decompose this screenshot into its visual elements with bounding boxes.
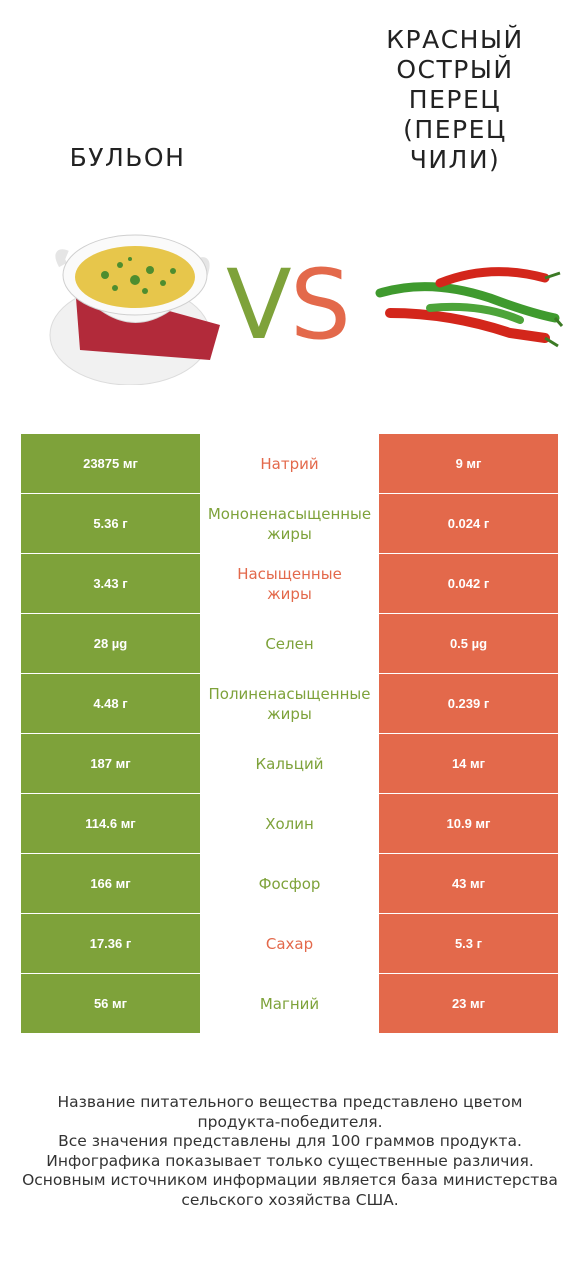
nutrient-name-line: Селен — [265, 634, 314, 653]
nutrient-name-line: Мононенасыщенные — [207, 504, 372, 523]
footer-line: Все значения представлены для 100 граммо… — [58, 1132, 522, 1150]
left-value-cell: 28 µg — [21, 614, 200, 673]
footer-line: Название питательного вещества представл… — [57, 1093, 523, 1111]
nutrient-name-line: жиры — [267, 704, 312, 723]
left-value-cell: 4.48 г — [21, 674, 200, 733]
left-value-cell: 166 мг — [21, 854, 200, 913]
table-row: 114.6 мг Холин 10.9 мг — [21, 794, 558, 853]
nutrient-name-line: Насыщенные — [237, 564, 342, 583]
footer-line: сельского хозяйства США. — [181, 1190, 399, 1209]
right-product-title: КРАСНЫЙ ОСТРЫЙ ПЕРЕЦ (ПЕРЕЦ ЧИЛИ) — [386, 25, 524, 174]
nutrient-name-line: Сахар — [265, 934, 314, 953]
vs-letter-s: S — [290, 249, 351, 361]
left-value-cell: 17.36 г — [21, 914, 200, 973]
nutrient-name-cell: Мононенасыщенные жиры — [200, 494, 379, 553]
table-row: 17.36 г Сахар 5.3 г — [21, 914, 558, 973]
chili-peppers-image — [375, 267, 564, 348]
nutrient-name-line: жиры — [267, 524, 312, 543]
right-value-cell: 0.024 г — [379, 494, 558, 553]
right-value-cell: 23 мг — [379, 974, 558, 1033]
vs-letter-v: V — [226, 249, 292, 361]
broth-bowl-image — [49, 234, 220, 385]
comparison-table: 23875 мг Натрий 9 мг 5.36 г Мононенасыщенные… — [21, 434, 558, 1034]
table-row: 23875 мг Натрий 9 мг — [21, 434, 558, 493]
nutrient-name-cell: Селен — [200, 614, 379, 673]
right-value-cell: 14 мг — [379, 734, 558, 793]
left-value-cell: 56 мг — [21, 974, 200, 1033]
nutrient-name-line: Кальций — [255, 754, 324, 773]
nutrient-name-cell: Холин — [200, 794, 379, 853]
left-product-title: БУЛЬОН — [69, 143, 186, 172]
table-row: 5.36 г Мононенасыщенные жиры 0.024 г — [21, 494, 558, 553]
right-value-cell: 5.3 г — [379, 914, 558, 973]
left-value-cell: 114.6 мг — [21, 794, 200, 853]
nutrient-name-cell: Полиненасыщенные жиры — [200, 674, 379, 733]
left-value-cell: 5.36 г — [21, 494, 200, 553]
footer-line: продукта-победителя. — [197, 1112, 383, 1131]
nutrient-name-cell: Фосфор — [200, 854, 379, 913]
table-row: 3.43 г Насыщенные жиры 0.042 г — [21, 554, 558, 613]
footer-line: Инфографика показывает только существенн… — [46, 1151, 534, 1170]
left-value-cell: 3.43 г — [21, 554, 200, 613]
left-value-cell: 23875 мг — [21, 434, 200, 493]
nutrient-name-cell: Натрий — [200, 434, 379, 493]
right-value-cell: 10.9 мг — [379, 794, 558, 853]
nutrient-name-cell: Кальций — [200, 734, 379, 793]
right-value-cell: 0.042 г — [379, 554, 558, 613]
nutrient-name-line: жиры — [267, 584, 312, 603]
table-row: 166 мг Фосфор 43 мг — [21, 854, 558, 913]
nutrient-name-cell: Сахар — [200, 914, 379, 973]
right-value-cell: 0.239 г — [379, 674, 558, 733]
nutrient-name-cell: Насыщенные жиры — [200, 554, 379, 613]
nutrient-name-line: Холин — [265, 814, 314, 833]
table-row: 4.48 г Полиненасыщенные жиры 0.239 г — [21, 674, 558, 733]
nutrient-name-line: Полиненасыщенные — [208, 684, 371, 703]
table-row: 28 µg Селен 0.5 µg — [21, 614, 558, 673]
footer-line: Основным источником информации является … — [22, 1171, 558, 1189]
footer-notes: Название питательного вещества представл… — [20, 1093, 560, 1210]
nutrient-name-line: Фосфор — [258, 874, 321, 893]
right-value-cell: 0.5 µg — [379, 614, 558, 673]
left-value-cell: 187 мг — [21, 734, 200, 793]
nutrient-name-line: Магний — [259, 994, 320, 1013]
right-value-cell: 9 мг — [379, 434, 558, 493]
table-row: 187 мг Кальций 14 мг — [21, 734, 558, 793]
table-row: 56 мг Магний 23 мг — [21, 974, 558, 1033]
nutrient-name-cell: Магний — [200, 974, 379, 1033]
nutrient-name-line: Натрий — [260, 454, 319, 473]
right-value-cell: 43 мг — [379, 854, 558, 913]
